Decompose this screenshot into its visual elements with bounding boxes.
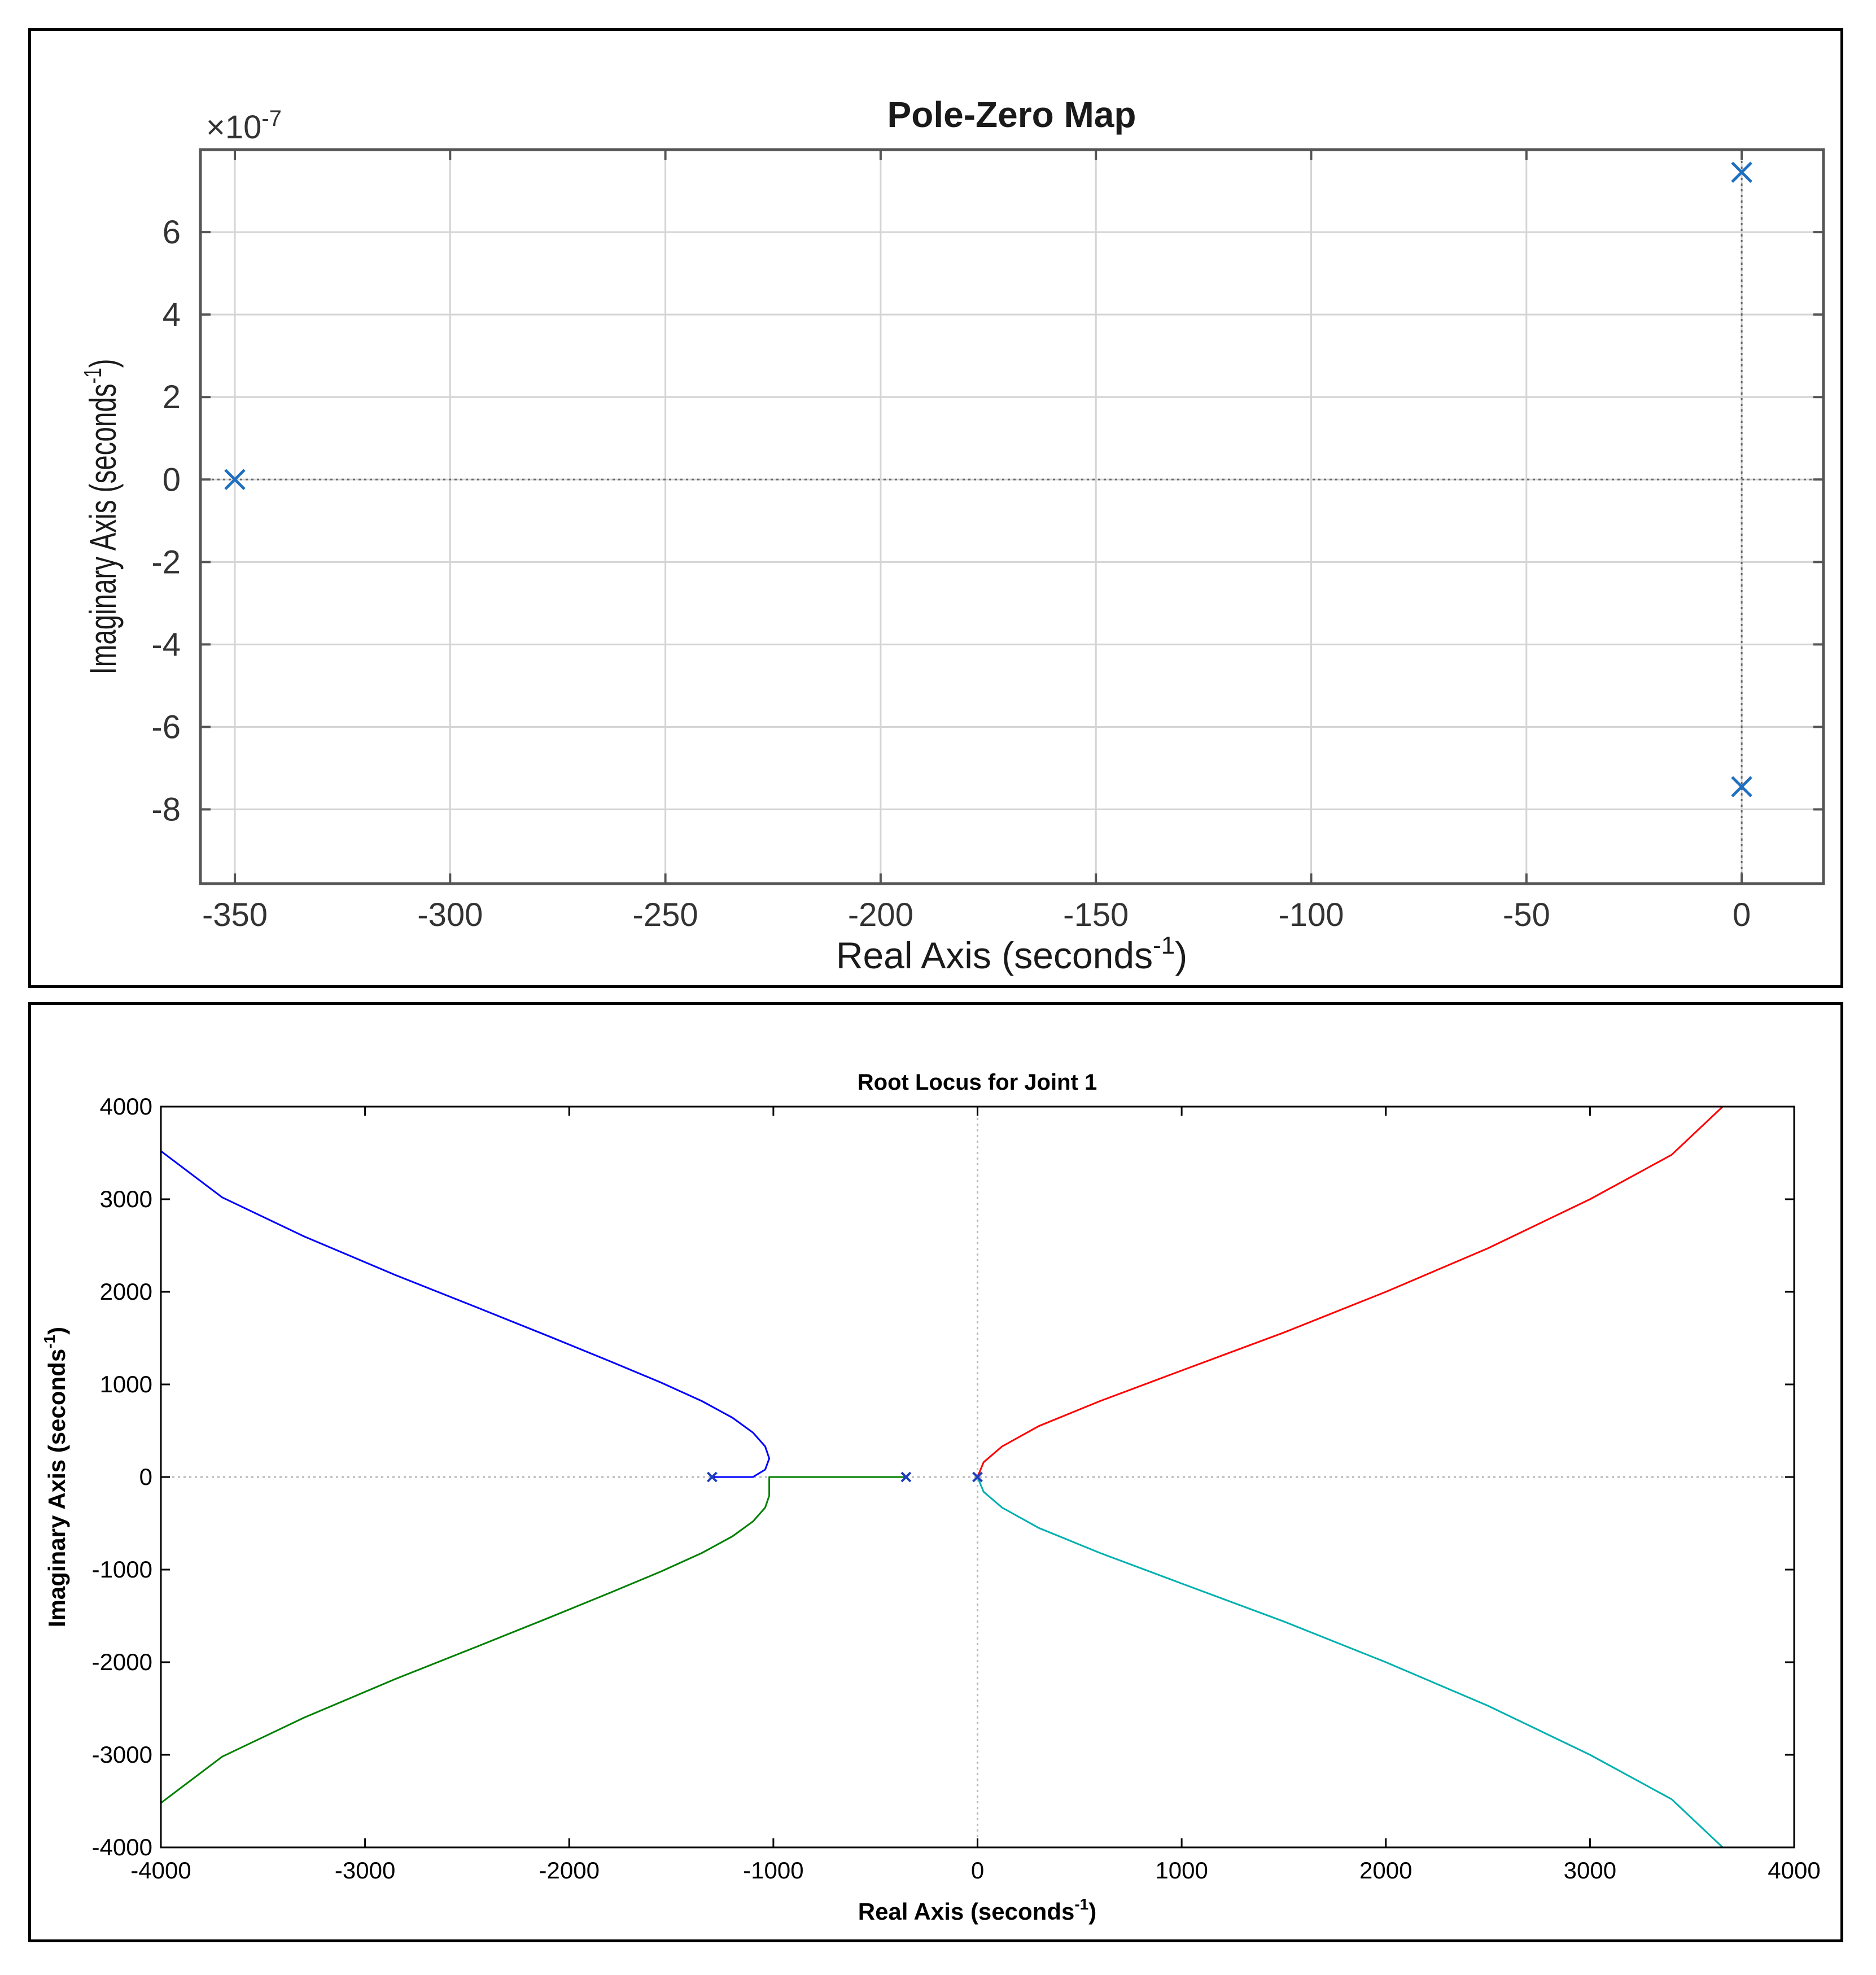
pole-zero-x-tick-label: 0	[1733, 897, 1751, 933]
root-locus-x-tick-label: 1000	[1155, 1857, 1208, 1884]
root-locus-zero-lines	[161, 1107, 1794, 1847]
pole-marker	[1731, 776, 1752, 798]
root-locus-title: Root Locus for Joint 1	[858, 1070, 1097, 1095]
root-locus-x-tick-label: 3000	[1564, 1857, 1616, 1884]
pole-zero-y-tick-label: -8	[151, 792, 181, 828]
pole-zero-x-tick-label: -50	[1503, 897, 1550, 933]
pole-zero-panel: -350 -300 -250 -200 -150 -100 -50 0 -8 -6 -4 -2 0 2 4…	[28, 28, 1843, 988]
pole-zero-x-tick-label: -350	[202, 897, 268, 933]
root-locus-x-tick-label: 0	[971, 1857, 984, 1884]
pole-zero-zero-lines	[200, 150, 1823, 884]
root-locus-y-tick-label: -1000	[92, 1556, 152, 1583]
pole-zero-chart: -350 -300 -250 -200 -150 -100 -50 0 -8 -6 -4 -2 0 2 4…	[31, 31, 1840, 985]
root-locus-x-label: Real Axis (seconds-1)	[858, 1895, 1097, 1925]
pole-zero-y-ticks: -8 -6 -4 -2 0 2 4 6	[151, 214, 1823, 828]
root-locus-y-tick-label: -2000	[92, 1649, 152, 1675]
root-locus-panel: -4000 -3000 -2000 -1000 0 1000 2000 3000 4000 -4…	[28, 1002, 1843, 1942]
pole-marker	[224, 469, 246, 491]
pole-zero-x-tick-label: -250	[633, 897, 698, 933]
root-locus-branch-1	[160, 1150, 771, 1478]
pole-zero-y-multiplier: ×10-7	[206, 106, 282, 146]
root-locus-y-tick-label: 4000	[100, 1093, 152, 1120]
root-locus-y-tick-label: -4000	[92, 1834, 152, 1860]
root-locus-branch-4	[977, 1476, 1724, 1849]
pole-zero-y-label: Imaginary Axis (seconds-1)	[79, 359, 124, 675]
pole-zero-y-tick-label: 0	[163, 461, 181, 498]
pole-zero-x-tick-label: -300	[417, 897, 483, 933]
pole-zero-y-tick-label: -2	[151, 544, 181, 580]
pole-zero-y-tick-label: 6	[163, 214, 181, 251]
pole-zero-x-label: Real Axis (seconds-1)	[836, 932, 1187, 976]
root-locus-pole-markers	[706, 1471, 983, 1483]
root-locus-y-tick-label: 3000	[100, 1186, 152, 1212]
root-locus-x-tick-label: -2000	[539, 1857, 600, 1884]
root-locus-y-ticks: -4000 -3000 -2000 -1000 0 1000 2000 3000 4000	[92, 1093, 1794, 1860]
root-locus-y-tick-label: 1000	[100, 1371, 152, 1397]
root-locus-y-tick-label: 0	[139, 1463, 152, 1490]
pole-zero-y-tick-label: -6	[151, 709, 181, 745]
root-locus-pole-marker	[706, 1471, 718, 1483]
pole-zero-y-tick-label: 4	[163, 296, 181, 333]
root-locus-pole-marker	[972, 1471, 983, 1483]
root-locus-branches	[160, 1106, 1724, 1849]
pole-zero-title: Pole-Zero Map	[887, 94, 1136, 135]
pole-zero-x-tick-label: -100	[1278, 897, 1344, 933]
root-locus-chart: -4000 -3000 -2000 -1000 0 1000 2000 3000 4000 -4…	[31, 1005, 1840, 1939]
pole-marker	[1731, 161, 1752, 183]
pole-zero-y-tick-label: 2	[163, 379, 181, 416]
root-locus-branch-3	[977, 1106, 1724, 1478]
pole-zero-plot-area	[200, 150, 1823, 884]
root-locus-x-tick-label: -4000	[130, 1857, 191, 1884]
pole-zero-axes-box	[199, 148, 1825, 885]
root-locus-x-tick-label: 2000	[1359, 1857, 1412, 1884]
pole-zero-x-tick-label: -200	[848, 897, 913, 933]
root-locus-y-tick-label: -3000	[92, 1741, 152, 1768]
root-locus-pole-marker	[900, 1471, 912, 1483]
pole-zero-y-tick-label: -4	[151, 626, 181, 663]
root-locus-x-tick-label: -3000	[335, 1857, 395, 1884]
root-locus-x-tick-label: 4000	[1768, 1857, 1820, 1884]
root-locus-x-tick-label: -1000	[743, 1857, 803, 1884]
root-locus-y-label: Imaginary Axis (seconds-1)	[41, 1327, 70, 1627]
root-locus-y-tick-label: 2000	[100, 1278, 152, 1305]
pole-zero-x-ticks: -350 -300 -250 -200 -150 -100 -50 0	[202, 150, 1751, 933]
pole-zero-markers	[224, 161, 1752, 798]
pole-zero-x-tick-label: -150	[1063, 897, 1129, 933]
root-locus-x-ticks: -4000 -3000 -2000 -1000 0 1000 2000 3000 4000	[130, 1107, 1821, 1884]
root-locus-branch-2	[160, 1476, 906, 1804]
pole-zero-grid	[200, 150, 1823, 884]
